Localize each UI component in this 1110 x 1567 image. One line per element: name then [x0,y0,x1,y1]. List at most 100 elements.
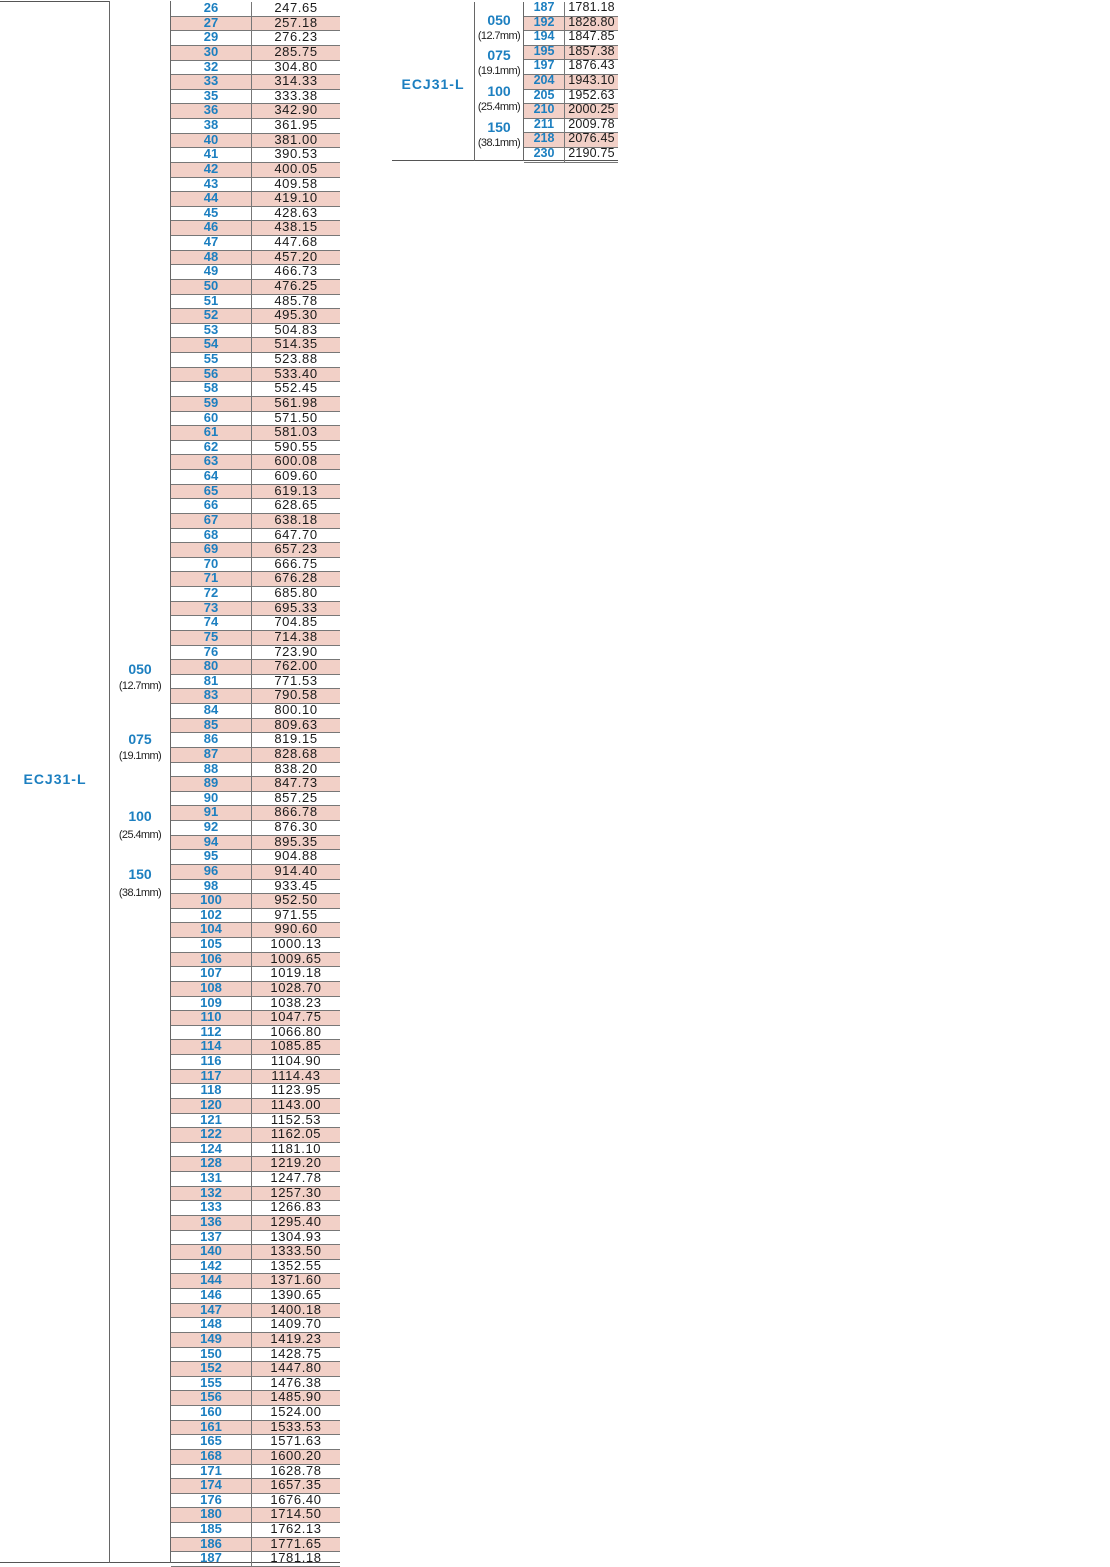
table-row: 53 504.83 [171,322,340,339]
cell-divider [564,104,565,118]
column-divider [474,2,475,161]
table-row: 122 1162.05 [171,1126,340,1143]
cell-divider [251,236,252,250]
row-value: 866.78 [274,804,318,820]
column-divider [170,1,171,1563]
cell-divider [251,1420,252,1435]
row-code: 41 [203,146,219,162]
cell-divider [251,455,252,469]
row-code: 131 [200,1170,222,1185]
size-code: 150 [487,119,511,135]
cell-divider [251,1274,252,1288]
cell-divider [251,353,252,367]
row-code: 91 [203,804,219,820]
row-value: 1371.60 [270,1272,322,1288]
table-row: 218 2076.45 [524,131,618,148]
cell-divider [251,1245,252,1259]
table-row: 131 1247.78 [171,1170,340,1187]
cell-divider [251,894,252,908]
row-value: 400.05 [274,160,318,176]
cell-divider [564,2,565,16]
cell-divider [251,952,252,967]
cell-divider [251,1289,252,1303]
cell-divider [251,777,252,791]
cell-divider [251,1449,252,1464]
table-row: 42 400.05 [171,160,340,178]
table-row: 120 1143.00 [171,1097,340,1114]
cell-divider [251,1464,252,1479]
cell-divider [251,104,252,118]
row-code: 140 [200,1243,222,1259]
cell-divider [251,733,252,747]
row-value: 485.78 [274,292,318,308]
row-value: 390.53 [274,146,318,162]
cell-divider [251,133,252,148]
row-value: 381.00 [274,131,318,147]
cell-divider [251,879,252,894]
row-value: 904.88 [274,848,318,864]
row-value: 1571.63 [270,1433,322,1449]
cell-divider [564,133,565,147]
row-code: 187 [533,0,555,14]
row-value: 1295.40 [270,1213,322,1229]
size-mm: (12.7mm) [118,680,162,692]
table-row: 89 847.73 [171,775,340,792]
cell-divider [251,587,252,601]
row-value: 1876.43 [568,58,615,73]
row-code: 29 [203,29,219,45]
table-row: 110 1047.75 [171,1009,340,1026]
table-row: 48 457.20 [171,249,340,266]
row-code: 112 [200,1023,222,1039]
size-code: 075 [128,731,152,747]
row-value: 1152.53 [270,1111,322,1127]
row-code: 85 [203,716,219,732]
cell-divider [251,923,252,937]
cell-divider [251,484,252,499]
row-value: 1181.10 [270,1140,322,1156]
table-row: 147 1400.18 [171,1302,340,1319]
table-row: 70 666.75 [171,556,340,573]
table-row: 73 695.33 [171,599,340,617]
row-value: 600.08 [274,453,318,469]
row-code: 42 [203,160,219,176]
table-row: 210 2000.25 [524,102,618,119]
table-row: 150 1428.75 [171,1346,340,1363]
row-code: 156 [200,1389,222,1405]
cell-divider [251,470,252,484]
cell-divider [251,601,252,616]
table-row: 45 428.63 [171,205,340,222]
row-code: 30 [203,43,219,59]
cell-divider [251,1362,252,1376]
table-row: 100 952.50 [171,892,340,909]
cell-divider [251,1537,252,1552]
table-row: 114 1085.85 [171,1038,340,1055]
row-value: 685.80 [274,585,318,600]
row-code: 195 [533,43,555,58]
row-value: 695.33 [274,599,318,615]
row-code: 133 [200,1199,222,1215]
table-row: 112 1066.80 [171,1023,340,1041]
size-code: 100 [487,83,511,99]
row-value: 476.25 [274,277,318,293]
row-code: 90 [203,789,219,805]
cell-divider [251,806,252,820]
table-row: 186 1771.65 [171,1535,340,1553]
cell-divider [251,528,252,543]
table-row: 161 1533.53 [171,1419,340,1436]
row-code: 210 [533,102,555,117]
row-code: 105 [200,936,222,951]
row-value: 609.60 [274,468,318,483]
cell-divider [251,1523,252,1537]
table-row: 90 857.25 [171,789,340,807]
table-row: 187 1781.18 [524,0,618,17]
cell-divider [251,1011,252,1025]
cell-divider [251,192,252,206]
table-row: 146 1390.65 [171,1287,340,1304]
row-value: 1219.20 [270,1155,322,1171]
row-code: 49 [203,263,219,279]
row-value: 1771.65 [270,1535,322,1551]
row-code: 148 [200,1316,222,1332]
table-row: 55 523.88 [171,351,340,368]
row-value: 809.63 [274,716,318,732]
row-code: 46 [203,219,219,235]
